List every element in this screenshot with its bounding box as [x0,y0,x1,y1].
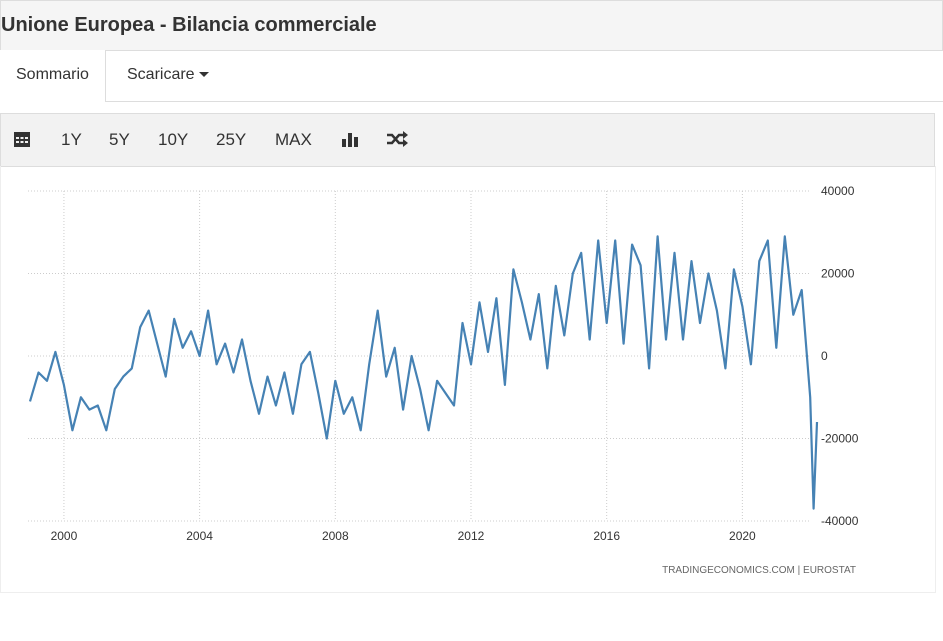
x-tick-label: 2008 [322,529,349,543]
chart: TRADINGECONOMICS.COM | EUROSTAT 40000 200… [28,184,859,576]
y-tick-label: 40000 [821,184,855,198]
y-tick-label: 0 [821,349,828,363]
caret-icon [199,71,210,77]
toolbar: 1Y 5Y 10Y 25Y MAX [0,113,935,167]
x-tick-label: 2012 [458,529,485,543]
bar-chart-icon[interactable] [342,131,360,147]
y-tick-label: -20000 [821,432,859,446]
y-tick-label: 20000 [821,267,855,281]
page-title: Unione Europea - Bilancia commerciale [1,14,377,36]
y-tick-label: -40000 [821,514,859,528]
x-tick-label: 2020 [729,529,756,543]
tab-label: Scaricare [127,66,195,83]
tab[interactable]: Sommario [0,50,106,102]
x-tick-label: 2000 [51,529,78,543]
source-credit: TRADINGECONOMICS.COM | EUROSTAT [662,565,856,576]
range-button[interactable]: 5Y [109,130,130,149]
tab-bar: Sommario Scaricare [0,50,943,102]
calendar-icon[interactable] [13,130,31,148]
x-tick-label: 2004 [186,529,213,543]
range-button[interactable]: 25Y [216,130,247,149]
range-button[interactable]: MAX [275,130,312,149]
range-button[interactable]: 1Y [61,130,82,149]
range-button[interactable]: 10Y [158,130,189,149]
x-tick-label: 2016 [593,529,620,543]
data-line [28,235,819,510]
shuffle-icon[interactable] [386,131,408,147]
tab[interactable]: Scaricare [111,50,225,101]
chart-panel: TRADINGECONOMICS.COM | EUROSTAT 40000 200… [0,166,936,593]
header: Unione Europea - Bilancia commerciale [0,0,943,51]
